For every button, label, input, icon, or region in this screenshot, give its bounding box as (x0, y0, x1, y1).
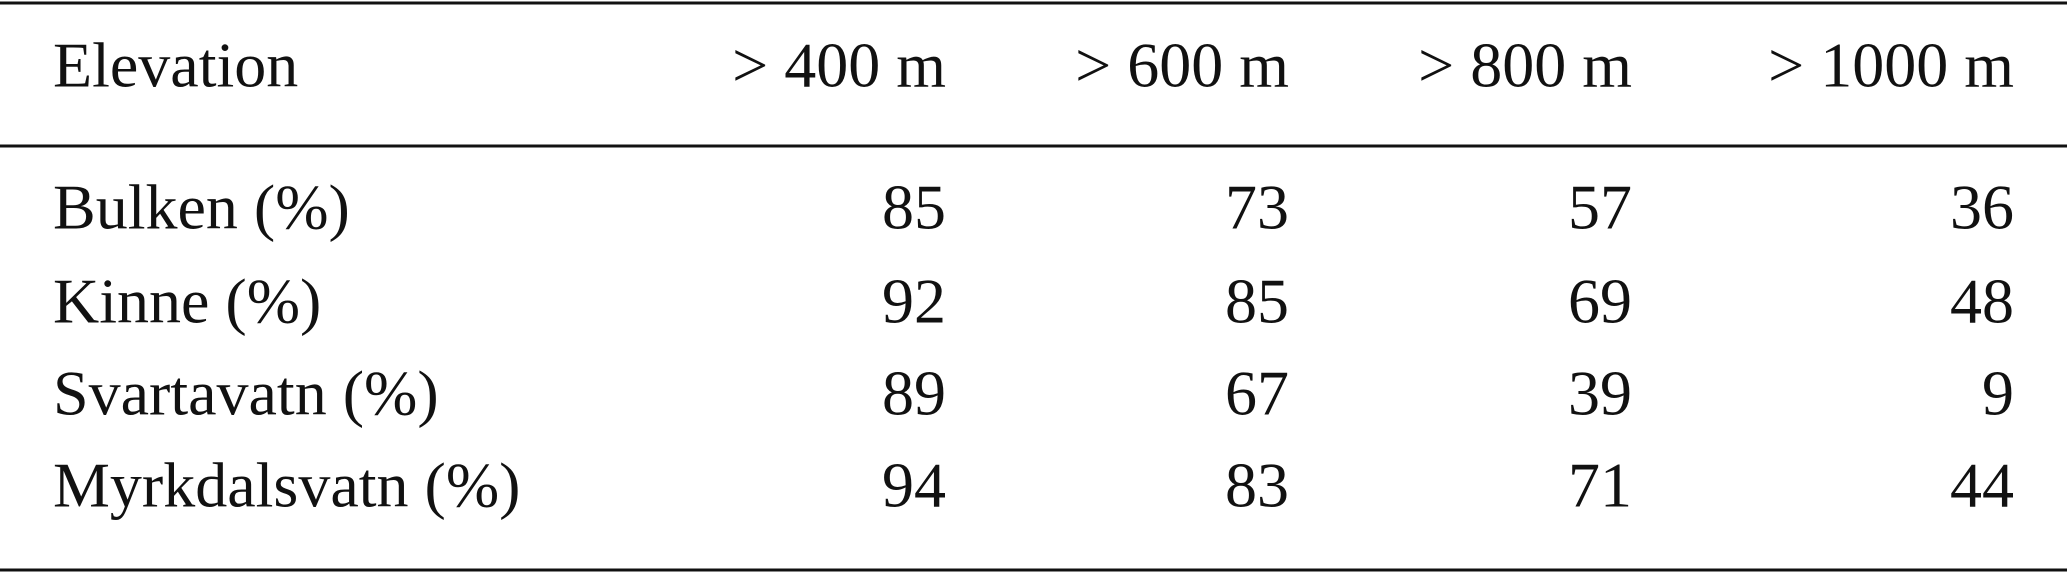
value-cell: 36 (1950, 172, 2014, 243)
header-cell: > 1000 m (1768, 30, 2014, 101)
value-cell: 92 (882, 266, 946, 337)
value-cell: 48 (1950, 266, 2014, 337)
value-cell: 89 (882, 358, 946, 429)
header-cell: > 600 m (1075, 30, 1289, 101)
value-cell: 83 (1225, 450, 1289, 521)
value-cell: 67 (1225, 358, 1289, 429)
row-label: Kinne (%) (53, 266, 321, 337)
header-cell: > 400 m (732, 30, 946, 101)
row-label: Myrkdalsvatn (%) (53, 450, 520, 521)
row-label: Bulken (%) (53, 172, 350, 243)
value-cell: 9 (1982, 358, 2014, 429)
header-cell: > 800 m (1418, 30, 1632, 101)
row-label: Svartavatn (%) (53, 358, 439, 429)
value-cell: 71 (1568, 450, 1632, 521)
value-cell: 85 (1225, 266, 1289, 337)
value-cell: 44 (1950, 450, 2014, 521)
value-cell: 39 (1568, 358, 1632, 429)
value-cell: 69 (1568, 266, 1632, 337)
value-cell: 94 (882, 450, 946, 521)
value-cell: 73 (1225, 172, 1289, 243)
value-cell: 57 (1568, 172, 1632, 243)
value-cell: 85 (882, 172, 946, 243)
header-cell: Elevation (53, 30, 298, 101)
